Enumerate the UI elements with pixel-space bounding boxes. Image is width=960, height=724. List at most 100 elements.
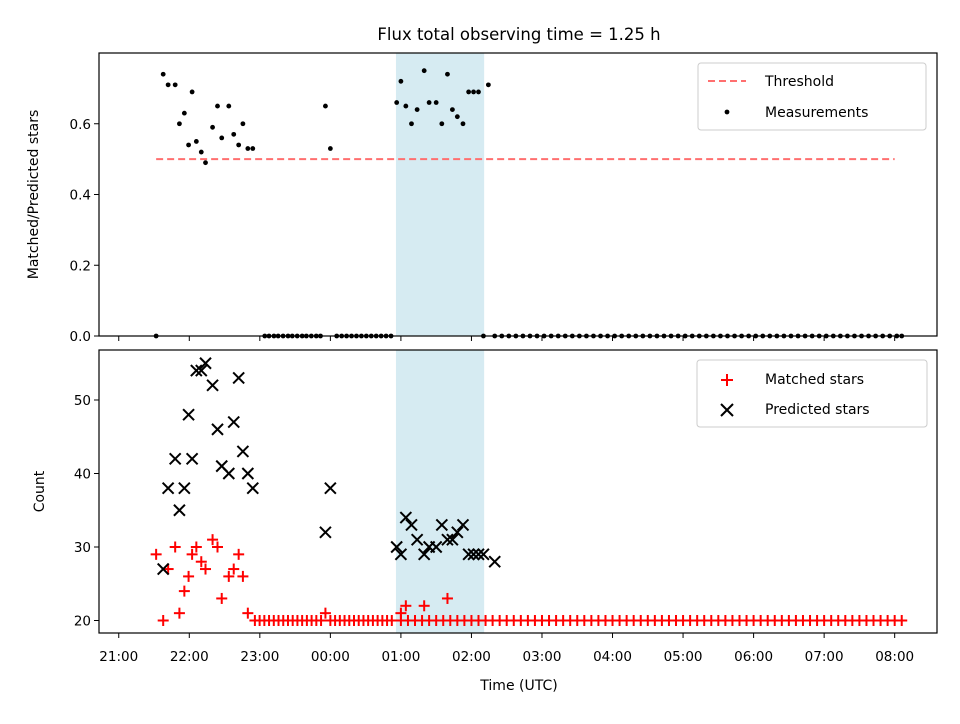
matched-star-point (228, 563, 240, 575)
predicted-star-point (399, 511, 413, 524)
predicted-star-marker-b (488, 555, 501, 568)
predicted-star-marker-b (417, 548, 431, 561)
x-tick-label: 00:00 (311, 649, 350, 665)
predicted-star-point (405, 518, 418, 532)
measurement-point (466, 89, 472, 95)
predicted-star-marker-b (156, 562, 170, 576)
predicted-star-marker-b (222, 467, 235, 480)
measurement-point (471, 89, 476, 95)
measurement-point (398, 78, 404, 84)
matched-star-point (150, 548, 162, 560)
predicted-star-point (161, 481, 175, 495)
predicted-star-marker-b (467, 548, 480, 561)
predicted-star-marker-b (441, 533, 454, 546)
predicted-star-point (417, 548, 431, 561)
predicted-star-point (435, 518, 449, 532)
matched-star-point (169, 541, 181, 553)
matched-legend-swatch (721, 374, 733, 386)
predicted-star-point (462, 548, 475, 561)
matched-star-point (319, 607, 331, 619)
top-axes-frame (98, 52, 938, 337)
predicted-star-marker-b (394, 548, 408, 561)
matched-star-points (150, 534, 908, 627)
measurement-point (433, 100, 439, 105)
measurement-point (323, 103, 328, 109)
bottom-x-ticks: 21:00 22:00 23:00 00:00 01:00 02:00 03:00 04:00… (99, 633, 914, 665)
predicted-star-point (185, 452, 199, 465)
predicted-star-marker-b (410, 533, 424, 546)
x-tick-label: 21:00 (99, 649, 138, 665)
x-tick-label: 23:00 (240, 649, 279, 665)
predicted-star-marker-b (206, 379, 219, 392)
measurement-point (445, 71, 450, 77)
predicted-star-point (246, 481, 259, 495)
matched-star-point (896, 615, 908, 627)
predicted-star-marker-b (195, 364, 208, 377)
measurement-point (177, 121, 182, 127)
measurements-legend-swatch (724, 109, 730, 115)
predicted-star-point (467, 548, 480, 561)
predicted-star-marker-b (399, 511, 413, 524)
top-y-tick-label: 0.2 (70, 258, 91, 274)
predicted-star-point (488, 555, 501, 568)
predicted-star-point (441, 533, 454, 546)
measurement-point (245, 146, 251, 151)
predicted-star-point (227, 415, 240, 429)
measurement-point (250, 146, 256, 151)
measurement-point (219, 135, 225, 141)
measurement-point (181, 110, 187, 116)
x-tick-label: 01:00 (381, 649, 420, 665)
predicted-star-point (451, 526, 464, 539)
x-tick-label: 02:00 (452, 649, 491, 665)
threshold-legend-label: Threshold (764, 74, 834, 90)
top-y-axis-label: Matched/Predicted stars (26, 110, 42, 280)
bottom-y-ticks: 20 30 40 50 (74, 393, 99, 630)
matched-star-point (195, 556, 207, 568)
measurement-point (460, 121, 466, 127)
x-tick-label: 05:00 (664, 649, 703, 665)
matched-star-point (395, 607, 407, 619)
predicted-star-marker-b (429, 540, 443, 554)
top-legend: Threshold Measurements (697, 62, 927, 131)
x-tick-label: 07:00 (805, 649, 844, 665)
bottom-y-axis-label: Count (32, 470, 48, 512)
predicted-star-point (236, 445, 250, 458)
measurement-point (449, 107, 455, 112)
predicted-star-point (390, 540, 403, 554)
predicted-star-point (182, 408, 195, 421)
measurement-point (210, 124, 215, 130)
predicted-star-marker-b (472, 548, 485, 561)
measurement-point (165, 82, 171, 88)
bottom-observing-span (395, 350, 485, 633)
predicted-legend-label: Predicted stars (765, 402, 870, 418)
matched-star-point (216, 592, 228, 604)
matched-star-point (233, 548, 245, 560)
top-x-ticks (118, 336, 896, 341)
predicted-star-marker-b (390, 540, 403, 554)
x-tick-label: 04:00 (593, 649, 632, 665)
matched-star-point (212, 541, 224, 553)
predicted-star-point (178, 481, 191, 495)
measurement-point (226, 103, 232, 109)
x-tick-label: 22:00 (170, 649, 209, 665)
predicted-star-marker-b (456, 518, 470, 532)
bottom-legend: Matched stars Predicted stars (696, 359, 928, 428)
matched-star-point (223, 570, 235, 582)
matched-star-point (157, 615, 169, 627)
predicted-star-marker-b (435, 518, 449, 532)
predicted-star-marker-b (232, 371, 245, 385)
predicted-star-marker-b (161, 481, 175, 495)
predicted-star-point (456, 518, 470, 532)
predicted-star-marker-b (211, 423, 224, 436)
predicted-star-point (211, 423, 224, 436)
predicted-star-point (156, 562, 170, 576)
predicted-star-points (156, 357, 501, 576)
predicted-star-marker-b (182, 408, 195, 421)
predicted-star-point (222, 467, 235, 480)
bottom-y-tick-label: 20 (74, 614, 91, 630)
predicted-star-marker-b (173, 504, 186, 517)
predicted-star-marker-b (446, 533, 459, 546)
predicted-star-marker-b (324, 481, 337, 495)
matched-star-point (207, 534, 219, 546)
